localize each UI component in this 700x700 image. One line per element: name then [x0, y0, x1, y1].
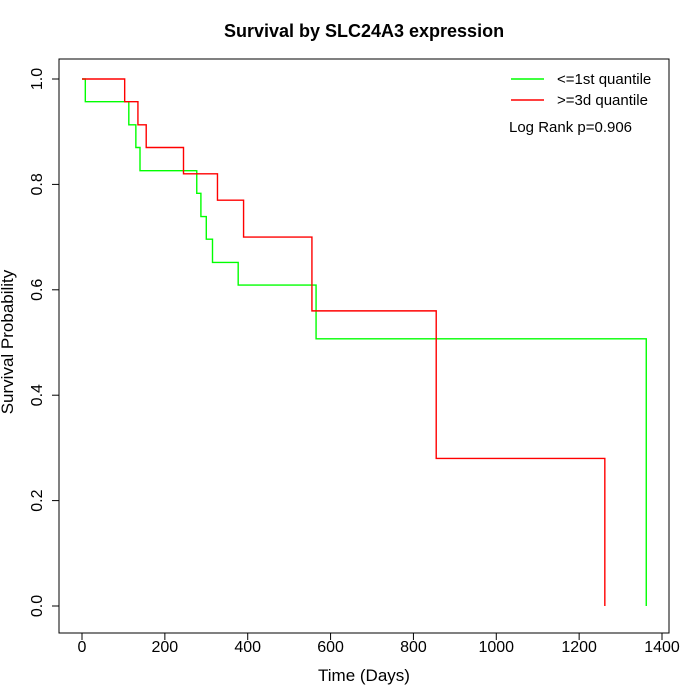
- x-tick-label: 600: [317, 639, 344, 656]
- y-tick-label: 0.6: [29, 279, 46, 301]
- legend-label: <=1st quantile: [557, 71, 651, 88]
- x-axis-label: Time (Days): [318, 666, 410, 685]
- y-tick-label: 0.8: [29, 173, 46, 195]
- x-axis: 0 200 400 600 800 1000 1200 1400: [78, 632, 680, 656]
- chart-title: Survival by SLC24A3 expression: [224, 21, 504, 41]
- y-tick-label: 0.4: [29, 384, 46, 406]
- y-tick-label: 0.2: [29, 489, 46, 511]
- series-layer: [82, 78, 647, 606]
- y-tick-label: 0.0: [29, 595, 46, 617]
- x-tick-label: 200: [152, 639, 179, 656]
- series-line-2: [82, 78, 606, 606]
- series-line-1: [82, 78, 647, 606]
- x-tick-label: 1400: [644, 639, 680, 656]
- x-tick-label: 1200: [561, 639, 597, 656]
- log-rank-annotation: Log Rank p=0.906: [509, 119, 632, 136]
- y-tick-label: 1.0: [29, 68, 46, 90]
- legend: <=1st quantile >=3d quantile: [511, 71, 651, 109]
- y-axis: 0.0 0.2 0.4 0.6 0.8 1.0: [29, 68, 60, 617]
- x-tick-label: 400: [234, 639, 261, 656]
- legend-label: >=3d quantile: [557, 92, 648, 109]
- y-axis-label: Survival Probability: [0, 269, 17, 414]
- x-tick-label: 800: [400, 639, 427, 656]
- x-tick-label: 0: [78, 639, 87, 656]
- x-tick-label: 1000: [478, 639, 514, 656]
